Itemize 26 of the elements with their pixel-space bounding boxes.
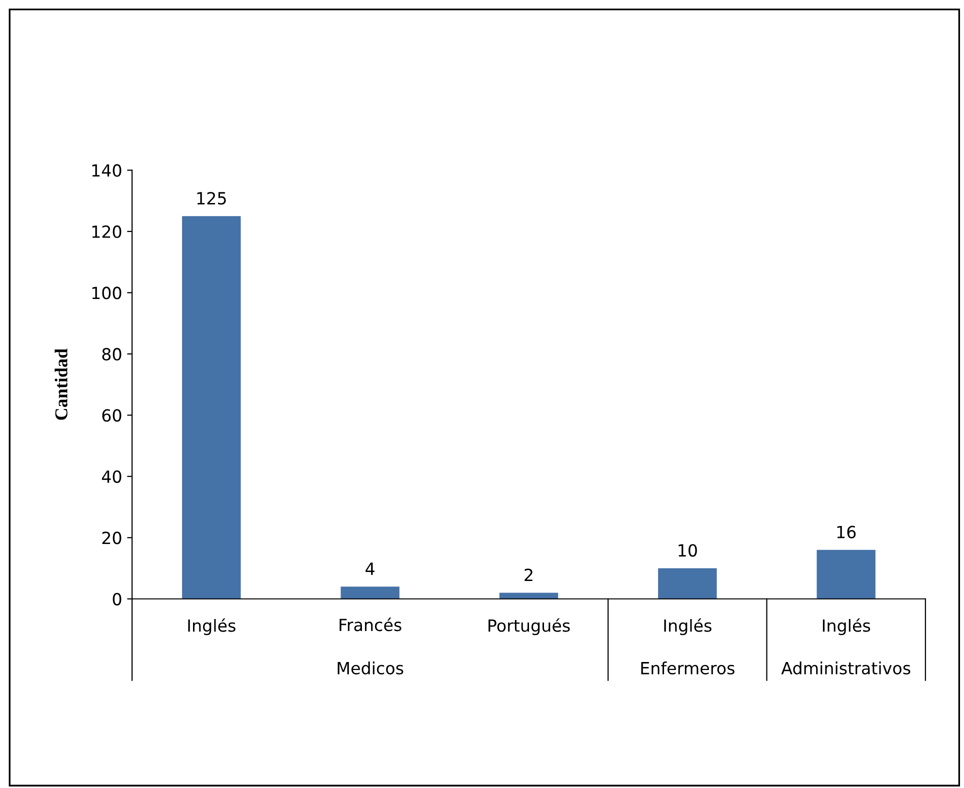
bar [182,216,241,599]
bar [658,568,717,599]
y-tick-label: 20 [102,532,122,544]
y-tick-label: 40 [102,470,122,483]
data-label: 2 [524,568,532,581]
data-label: 16 [837,526,856,538]
y-tick-label: 120 [92,225,122,238]
y-tick-label: 100 [92,286,122,300]
text: Medicos [338,662,404,674]
x-tick-label: Francés [340,618,402,632]
y-tick-label: 60 [102,409,122,422]
bar [816,550,876,599]
bar [340,586,400,599]
data-label: 125 [197,192,226,205]
y-tick-label: 140 [92,164,122,177]
data-label: 10 [678,544,697,557]
data-label: 4 [366,562,374,575]
x-tick-label: Inglés [822,618,870,636]
x-tick-label: Portugués [488,618,570,636]
y-axis-title: Cantidad [54,348,68,420]
x-tick-label: Inglés [188,618,236,636]
text: Administrativos [781,662,910,674]
text: Enfermeros [641,662,734,674]
y-tick-label: 0 [112,592,122,606]
x-tick-label: Inglés [664,618,712,636]
y-tick-label: 80 [102,348,122,360]
